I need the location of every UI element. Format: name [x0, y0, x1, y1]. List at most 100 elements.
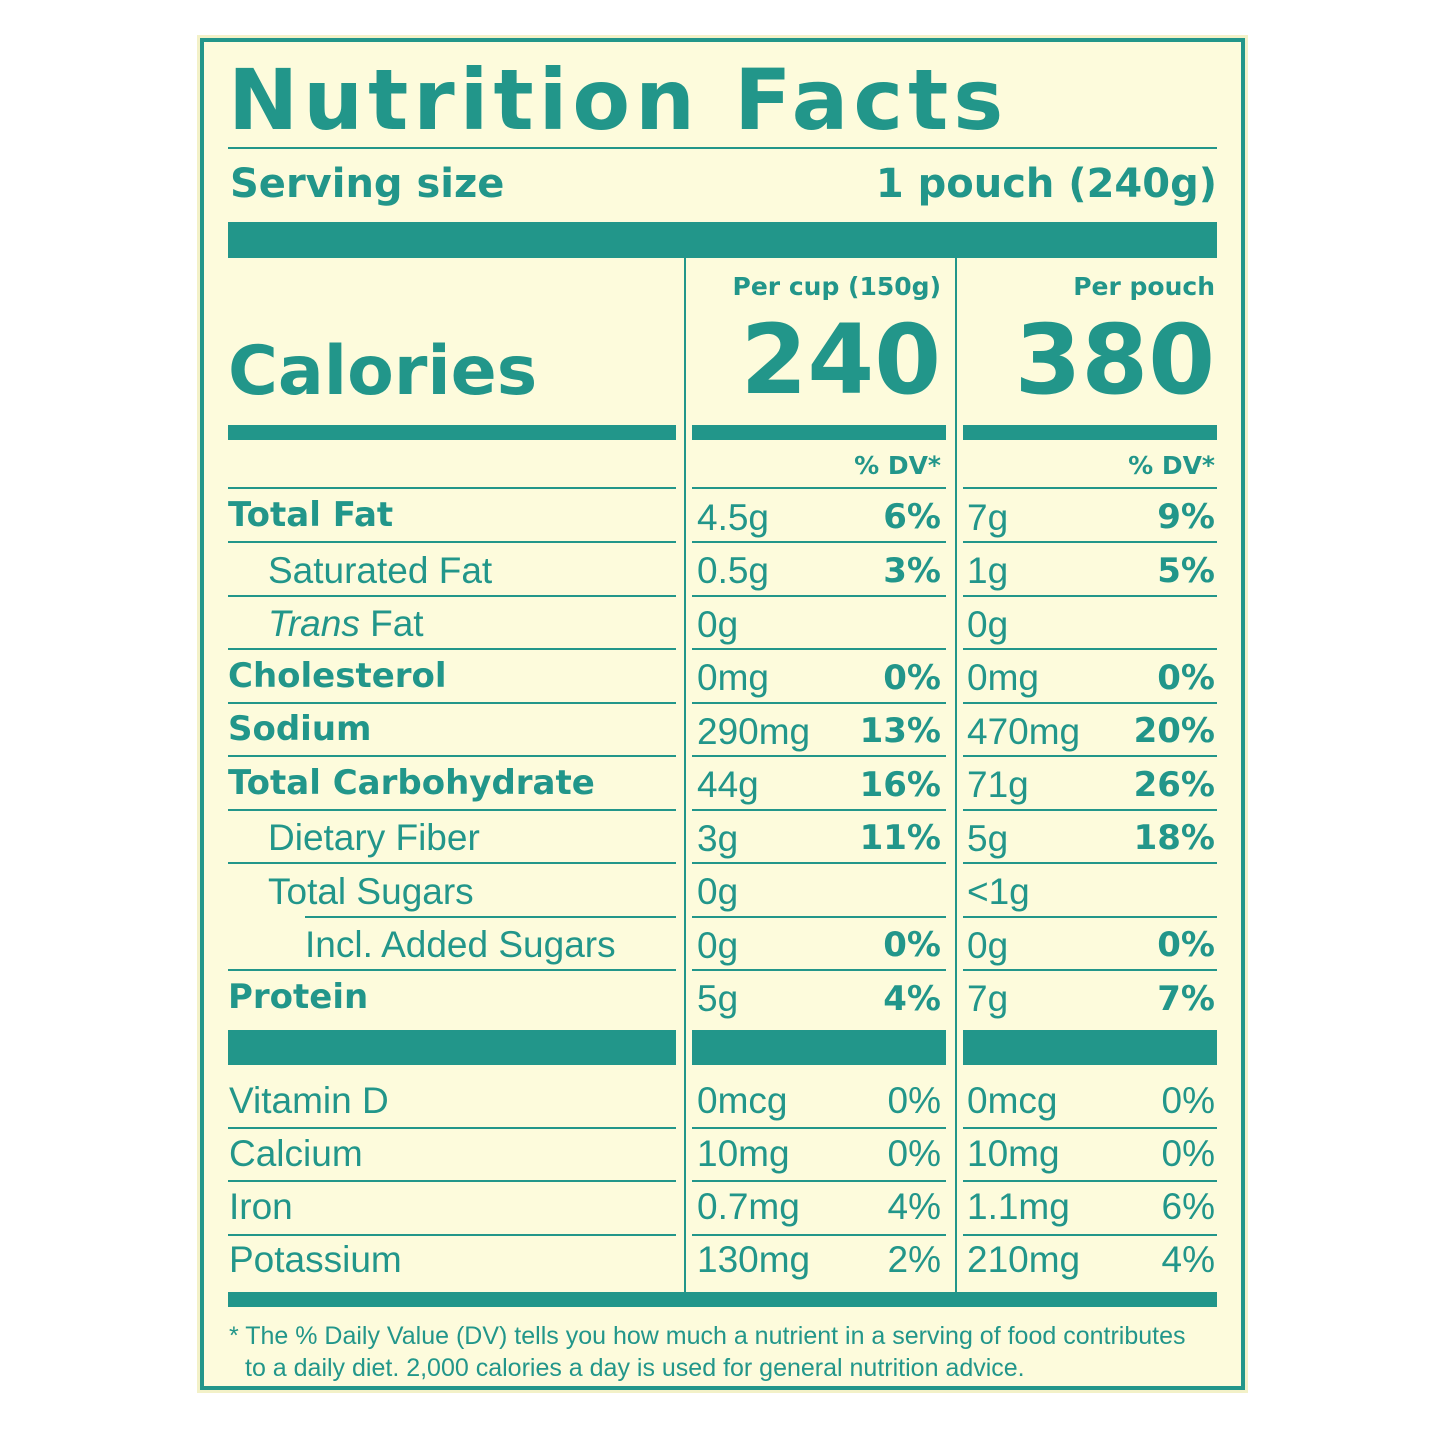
name-part: Saturated Fat — [268, 549, 493, 591]
amount: 5g — [967, 817, 1009, 859]
daily-value: 0% — [883, 925, 941, 965]
rule — [228, 222, 1217, 258]
vitamin-name: Potassium — [229, 1239, 402, 1281]
calories-value: 380 — [1014, 304, 1215, 416]
serving-label: Serving size — [230, 161, 505, 207]
rule — [228, 969, 676, 971]
amount: 0g — [697, 603, 739, 645]
amount: 0mcg — [967, 1079, 1058, 1121]
rule — [963, 915, 1217, 918]
rule — [692, 915, 946, 918]
rule — [963, 487, 1217, 489]
rule — [228, 1180, 676, 1183]
daily-value: 6% — [1161, 1186, 1215, 1228]
rule — [963, 1127, 1217, 1129]
daily-value: 16% — [859, 764, 941, 805]
rule — [228, 487, 676, 489]
rule — [228, 541, 676, 543]
vitamin-name: Vitamin D — [229, 1079, 389, 1121]
dv-header: % DV* — [854, 450, 941, 480]
daily-value: 13% — [859, 711, 941, 751]
name-part: Total Fat — [228, 495, 394, 535]
amount: 71g — [967, 764, 1029, 805]
nutrient-name: Total Fat — [228, 498, 393, 532]
rule — [692, 594, 946, 597]
label-frame — [197, 35, 1248, 1393]
vitamin-name: Calcium — [229, 1132, 363, 1174]
rule — [305, 915, 676, 918]
daily-value: 4% — [883, 978, 941, 1019]
amount: 44g — [697, 764, 759, 805]
name-part: Dietary Fiber — [268, 817, 480, 858]
daily-value: 3% — [883, 550, 941, 591]
vitamin-name: Iron — [229, 1186, 293, 1228]
amount: 1.1mg — [967, 1186, 1070, 1228]
column-header: Per pouch — [1073, 271, 1215, 301]
daily-value: 26% — [1133, 764, 1215, 805]
amount: <1g — [967, 871, 1030, 912]
amount: 130mg — [697, 1239, 811, 1281]
amount: 0g — [967, 603, 1009, 645]
rule — [692, 1233, 946, 1236]
amount: 1g — [967, 550, 1009, 591]
name-part: Total Sugars — [268, 870, 474, 912]
amount: 470mg — [967, 710, 1081, 752]
amount: 0mcg — [697, 1079, 788, 1121]
column-header: Per cup (150g) — [732, 271, 941, 301]
rule — [228, 147, 1217, 149]
rule — [228, 1127, 676, 1129]
rule — [228, 1233, 676, 1236]
rule — [963, 755, 1217, 757]
rule — [963, 1030, 1217, 1065]
rule — [692, 1180, 946, 1183]
nutrient-name: Trans Fat — [268, 605, 424, 642]
daily-value: 0% — [1157, 925, 1215, 965]
rule — [963, 808, 1217, 811]
rule — [228, 1030, 676, 1065]
rule — [228, 808, 676, 811]
name-part: Fat — [359, 603, 424, 644]
rule — [228, 594, 676, 597]
daily-value: 0% — [1161, 1132, 1215, 1174]
daily-value: 0% — [887, 1132, 941, 1174]
rule — [963, 1180, 1217, 1183]
daily-value: 20% — [1133, 711, 1215, 751]
name-part: Trans — [268, 603, 360, 644]
name-part: Cholesterol — [228, 655, 447, 696]
nutrient-name: Incl. Added Sugars — [305, 926, 616, 963]
daily-value: 6% — [883, 497, 941, 537]
amount: 0mg — [697, 657, 769, 698]
rule — [692, 808, 946, 811]
daily-value: 0% — [887, 1079, 941, 1121]
rule — [228, 701, 676, 704]
rule — [963, 425, 1217, 440]
daily-value: 5% — [1157, 550, 1215, 591]
rule — [692, 701, 946, 704]
rule — [692, 487, 946, 489]
rule — [963, 648, 1217, 650]
amount: 3g — [697, 817, 739, 859]
daily-value: 2% — [887, 1239, 941, 1281]
rule — [692, 1030, 946, 1065]
rule — [955, 258, 957, 1292]
nutrient-name: Total Sugars — [268, 873, 474, 910]
calories-value: 240 — [740, 304, 941, 416]
nutrient-name: Total Carbohydrate — [228, 766, 595, 800]
rule — [963, 541, 1217, 543]
rule — [228, 648, 676, 650]
calories-label: Calories — [228, 332, 538, 411]
rule — [963, 969, 1217, 971]
daily-value: 0% — [1161, 1079, 1215, 1121]
rule — [228, 425, 676, 440]
rule — [228, 1292, 1217, 1307]
rule — [963, 1233, 1217, 1236]
daily-value: 7% — [1157, 978, 1215, 1019]
rule — [692, 969, 946, 971]
daily-value: 18% — [1133, 818, 1215, 858]
amount: 290mg — [697, 710, 811, 752]
amount: 0.5g — [697, 550, 770, 591]
rule — [692, 755, 946, 757]
serving-value: 1 pouch (240g) — [875, 161, 1217, 207]
amount: 5g — [697, 978, 739, 1019]
